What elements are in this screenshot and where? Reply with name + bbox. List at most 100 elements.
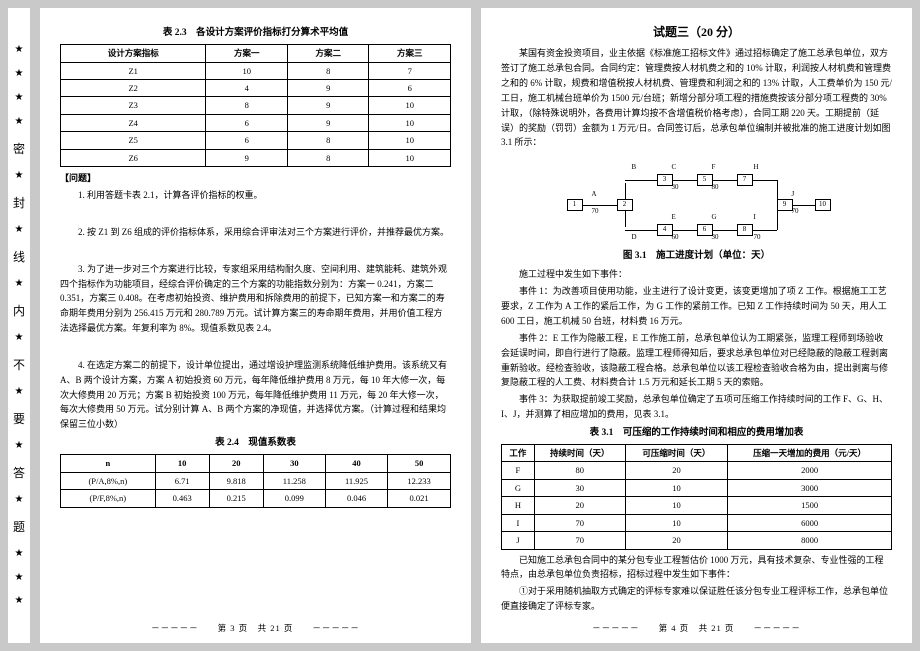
cell: 12.233 xyxy=(388,472,451,489)
cell: 10 xyxy=(625,514,728,531)
page4-footer: －－－－－ 第 4 页 共 21 页 －－－－－ xyxy=(501,621,892,635)
event1: 事件 1：为改善项目使用功能，业主进行了设计变更，该变更增加了项 Z 工作。根据… xyxy=(501,284,892,329)
diagram-node: 7 xyxy=(737,174,753,186)
diagram-node: 6 xyxy=(697,224,713,236)
col-header: 10 xyxy=(155,455,209,472)
cell: 10 xyxy=(369,114,451,131)
table-row: Z11087 xyxy=(61,62,451,79)
col-header: 工作 xyxy=(502,445,535,462)
cell: 9 xyxy=(287,114,369,131)
page-wrap: ★★★★密★封★线★内★不★要★答★题★★★ 表 2.3 各设计方案评价指标打分… xyxy=(0,0,920,651)
col-header: n xyxy=(61,455,156,472)
diagram-label: 70 xyxy=(754,232,761,244)
star-icon: ★ xyxy=(15,572,24,583)
diagram-label: 30 xyxy=(672,182,679,194)
table-row: H20101500 xyxy=(502,497,892,514)
diagram-label: 60 xyxy=(672,232,679,244)
table-row: (P/A,8%,n)6.719.81811.25811.92512.233 xyxy=(61,472,451,489)
cell: 10 xyxy=(206,62,288,79)
diagram-node: 4 xyxy=(657,224,673,236)
edge xyxy=(673,180,697,181)
cell: J xyxy=(502,532,535,549)
cell: 20 xyxy=(625,462,728,479)
margin-char: 不 xyxy=(13,356,25,373)
cell: Z1 xyxy=(61,62,206,79)
cell: 0.046 xyxy=(325,490,387,507)
star-icon: ★ xyxy=(15,332,24,343)
cell: 20 xyxy=(534,497,625,514)
binding-margin: ★★★★密★封★线★内★不★要★答★题★★★ xyxy=(8,8,30,643)
cell: 8000 xyxy=(728,532,892,549)
cell: (P/A,8%,n) xyxy=(61,472,156,489)
star-icon: ★ xyxy=(15,548,24,559)
cell: Z5 xyxy=(61,132,206,149)
diagram-node: 3 xyxy=(657,174,673,186)
diagram-label: F xyxy=(712,162,716,174)
col-header: 方案二 xyxy=(287,45,369,62)
table-3-1: 工作持续时间（天）可压缩时间（天）压缩一天增加的费用（元/天） F8020200… xyxy=(501,444,892,550)
table-row: Z2496 xyxy=(61,80,451,97)
table-row: J70208000 xyxy=(502,532,892,549)
margin-char: 密 xyxy=(13,140,25,157)
table31-caption: 表 3.1 可压缩的工作持续时间和相应的费用增加表 xyxy=(501,425,892,441)
diagram-label: 70 xyxy=(592,206,599,218)
cell: 0.021 xyxy=(388,490,451,507)
edge xyxy=(713,230,737,231)
diagram-label: J xyxy=(792,189,795,201)
q3: 3. 为了进一步对三个方案进行比较，专家组采用结构耐久度、空间利用、建筑能耗、建… xyxy=(60,262,451,336)
cell: 70 xyxy=(534,532,625,549)
col-header: 持续时间（天） xyxy=(534,445,625,462)
cell: Z3 xyxy=(61,97,206,114)
q2: 2. 按 Z1 到 Z6 组成的评价指标体系，采用综合评审法对三个方案进行评价，… xyxy=(60,225,451,240)
edge xyxy=(625,183,626,199)
table-row: (P/F,8%,n)0.4630.2150.0990.0460.021 xyxy=(61,490,451,507)
star-icon: ★ xyxy=(15,116,24,127)
diagram-label: A xyxy=(592,189,597,201)
col-header: 方案一 xyxy=(206,45,288,62)
diagram-node: 9 xyxy=(777,199,793,211)
cell: 70 xyxy=(534,514,625,531)
margin-char: 内 xyxy=(13,302,25,319)
cell: 6 xyxy=(369,80,451,97)
sub1: ①对于采用随机抽取方式确定的评标专家难以保证胜任该分包专业工程评标工作，总承包单… xyxy=(501,584,892,614)
margin-char: 题 xyxy=(13,518,25,535)
diagram-label: I xyxy=(754,212,756,224)
cell: 0.463 xyxy=(155,490,209,507)
q4: 4. 在选定方案二的前提下，设计单位提出，通过增设护理监测系统降低维护费用。该系… xyxy=(60,358,451,432)
edge xyxy=(625,211,626,227)
cell: 10 xyxy=(625,497,728,514)
event3: 事件 3：为获取提前竣工奖励，总承包单位确定了五项可压缩工作持续时间的工作 F、… xyxy=(501,392,892,422)
star-icon: ★ xyxy=(15,386,24,397)
cell: 80 xyxy=(534,462,625,479)
diagram-label: H xyxy=(754,162,759,174)
cell: 11.925 xyxy=(325,472,387,489)
cell: 4 xyxy=(206,80,288,97)
cell: 0.099 xyxy=(263,490,325,507)
schedule-diagram: 12345678910A70BC30DE60F80G30HI70J70 xyxy=(567,154,827,244)
edge xyxy=(753,180,777,181)
edge xyxy=(753,230,777,231)
cell: (P/F,8%,n) xyxy=(61,490,156,507)
cell: 8 xyxy=(287,149,369,166)
page-4: 试题三（20 分） 某国有资金投资项目，业主依据《标准施工招标文件》通过招标确定… xyxy=(481,8,912,643)
table-row: G30103000 xyxy=(502,479,892,496)
cell: I xyxy=(502,514,535,531)
cell: 0.215 xyxy=(209,490,263,507)
star-icon: ★ xyxy=(15,92,24,103)
table-row: Z46910 xyxy=(61,114,451,131)
cell: 10 xyxy=(369,132,451,149)
star-icon: ★ xyxy=(15,224,24,235)
event2: 事件 2：E 工作为隐蔽工程，E 工作施工前，总承包单位认为工期紧张，监理工程师… xyxy=(501,331,892,390)
col-header: 压缩一天增加的费用（元/天） xyxy=(728,445,892,462)
cell: 6.71 xyxy=(155,472,209,489)
cell: 9 xyxy=(206,149,288,166)
cell: 11.258 xyxy=(263,472,325,489)
cell: Z4 xyxy=(61,114,206,131)
page-3: 表 2.3 各设计方案评价指标打分算术平均值 设计方案指标方案一方案二方案三 Z… xyxy=(40,8,471,643)
edge xyxy=(625,180,657,181)
margin-char: 答 xyxy=(13,464,25,481)
cell: 8 xyxy=(206,97,288,114)
edge xyxy=(673,230,697,231)
cell: 30 xyxy=(534,479,625,496)
star-icon: ★ xyxy=(15,595,24,606)
